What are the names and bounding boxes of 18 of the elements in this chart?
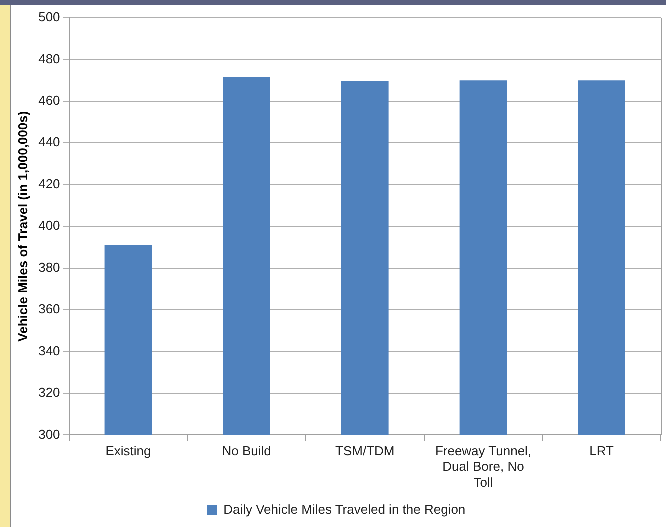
x-tick-label: Existing [106,444,152,459]
y-tick-label: 380 [38,260,60,275]
x-tick-label: Freeway Tunnel, Dual Bore, No Toll [435,444,532,490]
y-tick-label: 300 [38,426,60,442]
y-axis-title: Vehicle Miles of Travel (in 1,000,000s) [15,111,30,342]
legend-label: Daily Vehicle Miles Traveled in the Region [224,502,466,518]
x-tick-label: No Build [222,444,272,459]
y-tick-label: 460 [38,93,60,108]
y-tick-label: 500 [38,10,60,25]
y-tick-label: 340 [38,343,60,358]
y-tick-label: 360 [38,302,60,317]
x-tick-label: TSM/TDM [336,444,395,459]
y-tick-label: 420 [38,176,60,192]
y-tick-label: 320 [38,385,60,400]
x-tick-label: LRT [590,444,614,459]
y-tick-label: 400 [38,218,60,234]
y-tick-label: 480 [38,51,60,66]
y-tick-label: 440 [38,134,60,150]
